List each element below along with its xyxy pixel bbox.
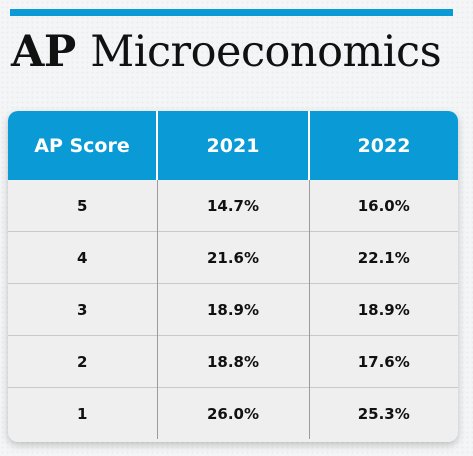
score-cell: 2 xyxy=(8,335,157,388)
table-row: 2 18.8% 17.6% xyxy=(8,335,458,388)
percent-2022-cell: 25.3% xyxy=(308,387,458,439)
score-cell: 3 xyxy=(8,283,157,336)
column-header-2021: 2021 xyxy=(156,111,309,180)
table-header-row: AP Score 2021 2022 xyxy=(8,111,458,180)
column-header-ap-score: AP Score xyxy=(8,111,157,180)
accent-bar xyxy=(10,9,453,16)
score-cell: 4 xyxy=(8,231,157,284)
percent-2021-cell: 14.7% xyxy=(156,180,309,232)
table-row: 5 14.7% 16.0% xyxy=(8,180,458,232)
percent-2021-cell: 26.0% xyxy=(156,387,309,439)
percent-2022-cell: 22.1% xyxy=(308,231,458,284)
column-header-2022: 2022 xyxy=(308,111,458,180)
page-title: AP Microeconomics xyxy=(11,23,442,81)
table-header: AP Score 2021 2022 xyxy=(8,111,458,180)
score-table: AP Score 2021 2022 5 14.7% 16.0% 4 21.6%… xyxy=(8,111,458,439)
percent-2022-cell: 16.0% xyxy=(308,180,458,232)
table-body: 5 14.7% 16.0% 4 21.6% 22.1% 3 18.9% 18.9… xyxy=(8,180,458,439)
percent-2021-cell: 18.9% xyxy=(156,283,309,336)
percent-2022-cell: 17.6% xyxy=(308,335,458,388)
table-row: 3 18.9% 18.9% xyxy=(8,283,458,336)
percent-2021-cell: 18.8% xyxy=(156,335,309,388)
page-title-rest: Microeconomics xyxy=(90,27,442,77)
percent-2022-cell: 18.9% xyxy=(308,283,458,336)
percent-2021-cell: 21.6% xyxy=(156,231,309,284)
score-cell: 1 xyxy=(8,387,157,439)
score-cell: 5 xyxy=(77,196,88,215)
page-title-bold: AP xyxy=(11,27,76,77)
score-table-card: AP Score 2021 2022 5 14.7% 16.0% 4 21.6%… xyxy=(8,111,458,442)
table-row: 1 26.0% 25.3% xyxy=(8,387,458,439)
table-row: 4 21.6% 22.1% xyxy=(8,231,458,284)
